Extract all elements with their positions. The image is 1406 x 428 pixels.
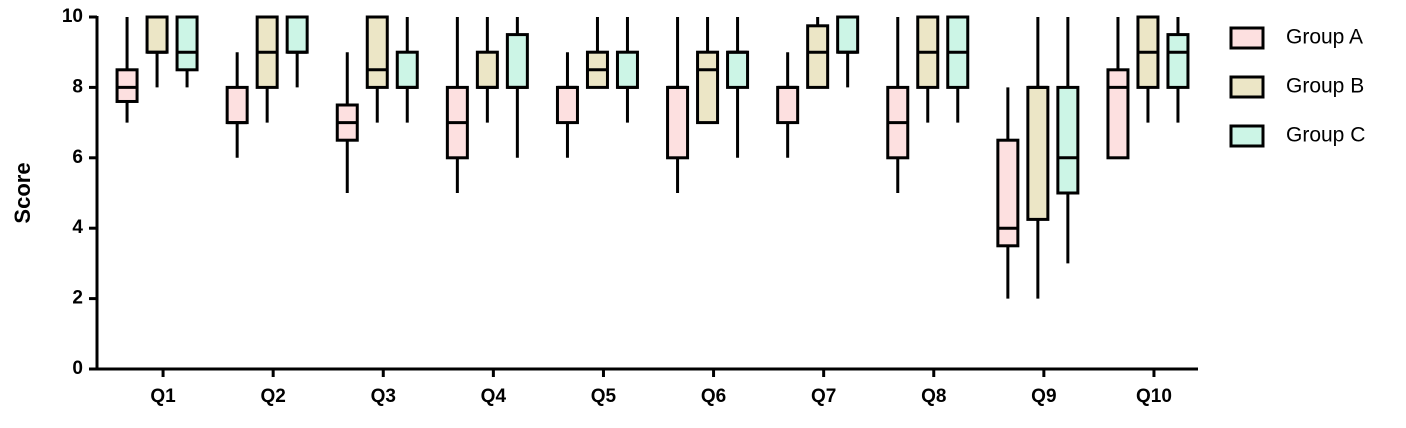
box: [505, 33, 529, 89]
x-tick-label: Q9: [1031, 386, 1056, 407]
x-tick-label: Q10: [1136, 386, 1172, 407]
box: [615, 50, 639, 89]
box: [175, 15, 199, 72]
y-tick-label: 10: [62, 6, 83, 27]
y-tick-label: 2: [72, 288, 83, 309]
x-tick-label: Q4: [481, 386, 507, 407]
box: [776, 85, 800, 125]
legend-swatch: [1229, 26, 1265, 50]
legend-label: Group B: [1286, 75, 1364, 98]
box: [1166, 33, 1190, 89]
y-axis-label: Score: [10, 162, 35, 223]
x-tick-label: Q6: [701, 386, 726, 407]
box: [726, 50, 750, 89]
box: [145, 15, 169, 54]
box: [395, 50, 419, 89]
box: [696, 50, 720, 125]
box: [1106, 68, 1130, 160]
legend-swatch: [1229, 75, 1265, 99]
box: [365, 15, 389, 89]
legend-label: Group C: [1286, 124, 1365, 147]
x-tick-label: Q7: [811, 386, 836, 407]
x-tick-label: Q3: [371, 386, 396, 407]
x-tick-label: Q2: [260, 386, 285, 407]
legend-label: Group A: [1286, 26, 1363, 49]
x-tick-label: Q8: [921, 386, 946, 407]
box: [475, 50, 499, 89]
y-tick-label: 8: [72, 76, 83, 97]
y-tick-label: 4: [72, 217, 83, 238]
box: [836, 15, 860, 54]
box: [1026, 85, 1050, 221]
box: [1056, 85, 1080, 195]
y-tick-label: 0: [72, 358, 83, 379]
box: [115, 68, 139, 103]
box: [666, 85, 690, 160]
box: [806, 24, 830, 89]
x-tick-label: Q1: [150, 386, 176, 407]
box: [285, 15, 309, 54]
box: [996, 138, 1020, 248]
box: [225, 85, 249, 125]
legend-swatch: [1229, 124, 1265, 148]
x-tick-label: Q5: [591, 386, 617, 407]
y-tick-label: 6: [72, 147, 83, 168]
box: [555, 85, 579, 125]
